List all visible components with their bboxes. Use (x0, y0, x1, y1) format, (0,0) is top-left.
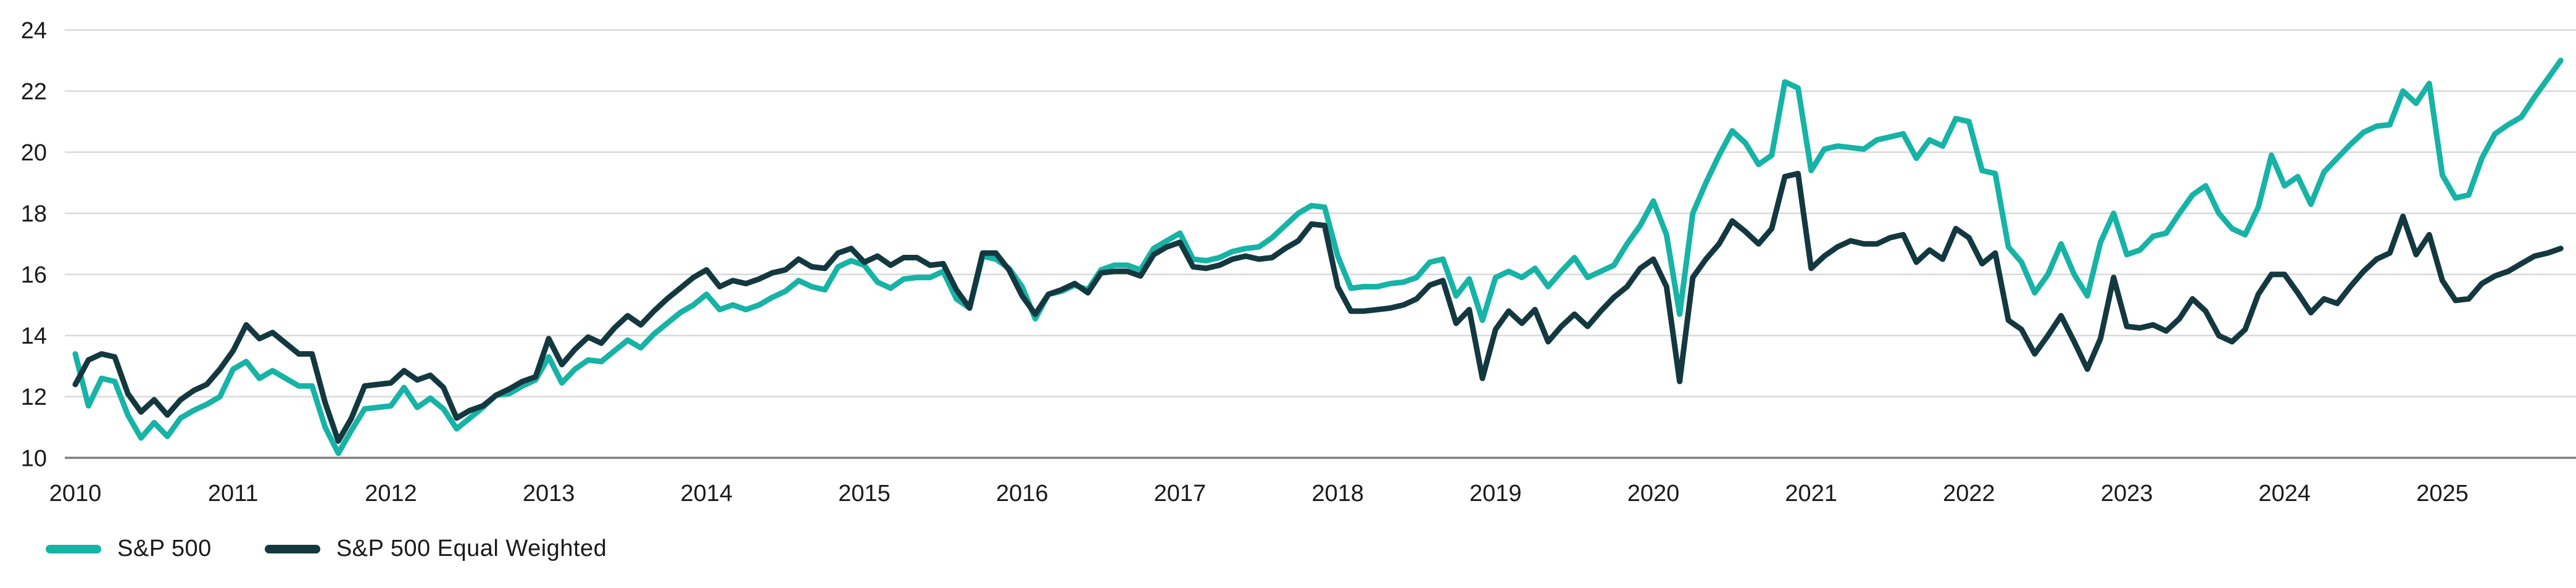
legend-item-sp500-equal-weighted: S&P 500 Equal Weighted (264, 536, 607, 562)
chart-legend: S&P 500 S&P 500 Equal Weighted (46, 536, 607, 562)
sp500-equal-weighted-legend-swatch (264, 544, 320, 553)
x-tick-label-2018: 2018 (1311, 481, 1364, 507)
x-tick-label-2025: 2025 (2416, 481, 2469, 507)
sp500-equal-weighted-line (72, 170, 2564, 444)
x-tick-label-2013: 2013 (523, 481, 575, 507)
y-tick-label-20: 20 (21, 140, 47, 166)
legend-item-sp500: S&P 500 (46, 536, 212, 562)
x-tick-label-2017: 2017 (1154, 481, 1207, 507)
x-tick-label-2014: 2014 (681, 481, 733, 507)
y-tick-label-16: 16 (21, 262, 47, 288)
sp500-legend-swatch (46, 544, 101, 553)
x-tick-label-2011: 2011 (208, 481, 259, 507)
x-tick-label-2021: 2021 (1785, 481, 1837, 507)
x-tick-label-2024: 2024 (2259, 481, 2311, 507)
y-tick-label-22: 22 (21, 79, 47, 105)
y-tick-label-10: 10 (21, 445, 47, 471)
x-tick-label-2020: 2020 (1627, 481, 1680, 507)
x-tick-label-2016: 2016 (996, 481, 1049, 507)
x-tick-label-2019: 2019 (1469, 481, 1522, 507)
x-tick-label-2012: 2012 (365, 481, 417, 507)
y-tick-label-14: 14 (21, 323, 47, 349)
x-tick-label-2010: 2010 (49, 481, 102, 507)
sp500-equal-weighted-legend-label: S&P 500 Equal Weighted (336, 536, 607, 561)
x-tick-label-2022: 2022 (1943, 481, 1995, 507)
x-tick-label-2023: 2023 (2101, 481, 2153, 507)
x-tick-label-2015: 2015 (838, 481, 891, 507)
y-tick-label-24: 24 (21, 18, 47, 44)
y-tick-label-12: 12 (21, 384, 47, 410)
sp500-legend-label: S&P 500 (117, 536, 212, 561)
y-tick-label-18: 18 (21, 201, 47, 227)
